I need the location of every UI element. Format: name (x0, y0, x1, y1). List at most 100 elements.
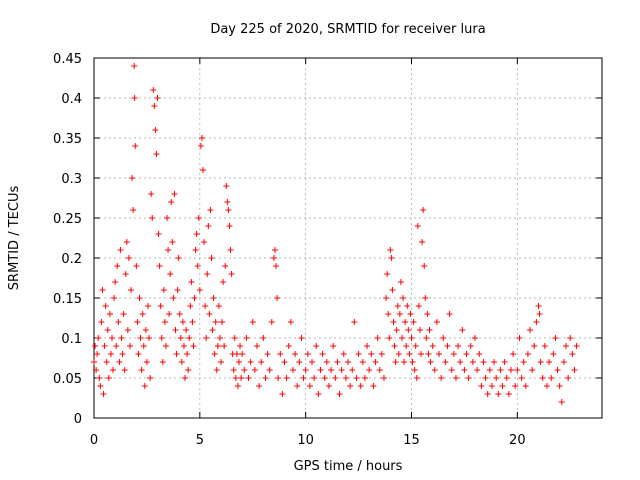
data-point (102, 303, 109, 309)
data-point (340, 351, 347, 357)
data-point (433, 319, 440, 325)
data-point (520, 359, 527, 365)
y-tick-label: 0.3 (61, 172, 82, 187)
data-point (383, 295, 390, 301)
data-point (501, 359, 508, 365)
data-point (168, 199, 175, 205)
data-point (355, 351, 362, 357)
data-point (556, 383, 563, 389)
data-point (565, 375, 572, 381)
data-point (378, 351, 385, 357)
data-point (95, 335, 102, 341)
data-point (474, 367, 481, 373)
data-point (461, 367, 468, 373)
data-point (156, 263, 163, 269)
data-point (302, 367, 309, 373)
x-tick-label: 20 (509, 433, 526, 448)
data-point (325, 383, 332, 389)
data-point (277, 351, 284, 357)
data-point (203, 335, 210, 341)
data-point (309, 359, 316, 365)
data-point (219, 319, 226, 325)
data-point (216, 335, 223, 341)
data-point (436, 351, 443, 357)
data-point (552, 335, 559, 341)
data-point (548, 375, 555, 381)
y-tick-label: 0.2 (61, 252, 82, 267)
data-point (155, 231, 162, 237)
data-point (510, 351, 517, 357)
x-tick-label: 0 (90, 433, 98, 448)
data-point (180, 343, 187, 349)
data-point (292, 351, 299, 357)
data-point (173, 351, 180, 357)
x-tick-label: 10 (297, 433, 314, 448)
data-point (198, 135, 205, 141)
data-point (421, 263, 428, 269)
data-point (527, 327, 534, 333)
data-point (393, 327, 400, 333)
data-point (238, 375, 245, 381)
data-point (571, 367, 578, 373)
data-point (321, 375, 328, 381)
data-point (125, 255, 132, 261)
data-point (130, 207, 137, 213)
data-point (560, 359, 567, 365)
data-point (135, 351, 142, 357)
data-point (390, 319, 397, 325)
data-point (476, 351, 483, 357)
data-point (222, 263, 229, 269)
data-point (264, 351, 271, 357)
data-point (191, 295, 198, 301)
data-point (101, 343, 108, 349)
data-point (138, 367, 145, 373)
data-point (218, 359, 224, 365)
data-point (424, 311, 431, 317)
data-point (300, 375, 307, 381)
y-tick-label: 0.05 (53, 372, 82, 387)
data-point (313, 343, 320, 349)
data-point (444, 343, 451, 349)
data-point (423, 335, 430, 341)
data-point (480, 359, 487, 365)
data-point (209, 327, 216, 333)
data-point (192, 247, 199, 253)
data-point (531, 343, 538, 349)
data-point (285, 343, 292, 349)
data-point (112, 279, 119, 285)
data-point (105, 375, 112, 381)
data-point (448, 367, 455, 373)
data-point (235, 359, 242, 365)
data-point (452, 375, 459, 381)
data-point (315, 391, 322, 397)
data-point (273, 263, 280, 269)
data-point (351, 319, 358, 325)
data-point (188, 279, 195, 285)
data-point (230, 367, 237, 373)
data-point (140, 343, 147, 349)
data-point (411, 367, 418, 373)
data-point (132, 143, 139, 149)
data-point (484, 391, 491, 397)
data-point (182, 375, 189, 381)
data-point (159, 359, 166, 365)
data-point (543, 383, 550, 389)
data-point (409, 359, 416, 365)
data-point (406, 351, 413, 357)
x-tick-label: 15 (403, 433, 420, 448)
data-point (361, 375, 368, 381)
data-point (539, 375, 546, 381)
data-point (158, 335, 165, 341)
y-tick-label: 0.35 (53, 132, 82, 147)
data-point (410, 319, 417, 325)
data-point (215, 303, 222, 309)
data-point (317, 367, 324, 373)
data-point (472, 335, 478, 341)
data-point (119, 351, 126, 357)
data-point (142, 327, 149, 333)
data-point (205, 223, 212, 229)
data-point (120, 311, 127, 317)
data-point (376, 367, 383, 373)
data-point (394, 303, 401, 309)
data-point (440, 335, 447, 341)
